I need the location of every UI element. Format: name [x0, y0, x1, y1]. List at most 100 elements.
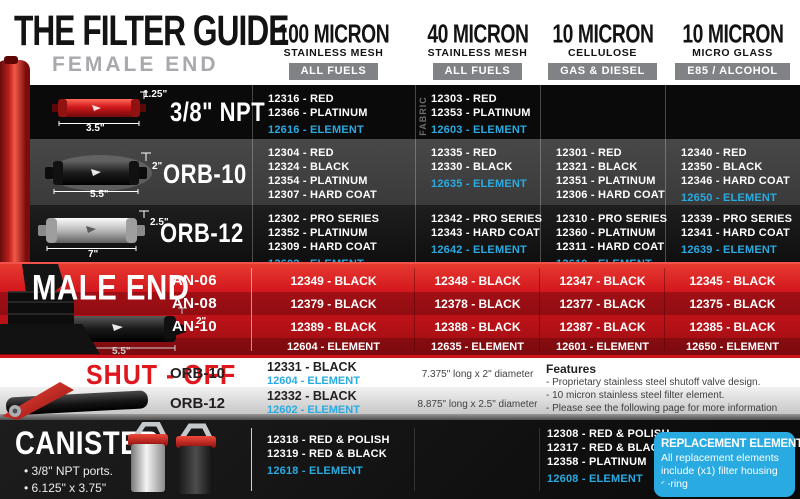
an-size-label: AN-06 [172, 272, 217, 289]
element-part-number: 12639 - ELEMENT [681, 244, 777, 257]
red-filter-photo [0, 56, 30, 262]
fuel-type-badge: ALL FUELS [432, 63, 523, 80]
part-number: 12387 - BLACK [559, 319, 646, 334]
row-orb12: 2.5" 7" ORB-12 12302 - PRO SERIES 12352 -… [0, 205, 800, 272]
part-number: 12317 - RED & BLACK [547, 442, 667, 455]
female-end-label: FEMALE END [52, 53, 219, 76]
part-number: 12330 - BLACK [431, 161, 513, 174]
element-part-number: 12642 - ELEMENT [431, 244, 527, 257]
replacement-elements-title: REPLACEMENT ELEMENTS [661, 438, 800, 450]
inline-filter-chrome-image [38, 210, 149, 251]
male-row: AN-08 12379 - BLACK 12378 - BLACK 12377 - … [0, 292, 800, 315]
shut-off-title: SHUT - OFF [86, 360, 237, 391]
spec-bullet: 3/8" NPT ports. [24, 463, 113, 480]
row-npt: 1.25" 3.5" 3/8" NPT 12316 - RED 12366 - P… [0, 85, 800, 139]
column-subtitle: MICRO GLASS [692, 47, 773, 59]
row-label: ORB-10 [163, 159, 247, 189]
part-number: 12379 - BLACK [290, 296, 377, 311]
male-end-title: MALE END [32, 269, 190, 308]
part-number: 12304 - RED [268, 147, 334, 159]
element-part-number: 12604 - ELEMENT [287, 340, 380, 353]
row-npt-label-area: 1.25" 3.5" 3/8" NPT [0, 85, 265, 139]
column-header: 100 MICRON STAINLESS MESH ALL FUELS [252, 20, 415, 80]
part-number: 12352 - PLATINUM [268, 227, 368, 240]
element-part-number: 12616 - ELEMENT [268, 124, 364, 137]
an-size-label: AN-10 [172, 318, 217, 335]
column-header: 10 MICRON MICRO GLASS E85 / ALCOHOL [665, 20, 800, 80]
part-number: 12303 - RED [431, 93, 497, 105]
row-orb12-label-area: 2.5" 7" ORB-12 [0, 205, 252, 271]
element-part-number: 12635 - ELEMENT [431, 178, 527, 191]
canister-100micron-parts: 12318 - RED & POLISH 12319 - RED & BLACK … [267, 433, 390, 478]
part-number: 12324 - BLACK [268, 161, 350, 174]
part-number: 12302 - PRO SERIES [268, 213, 380, 225]
features-title: Features [546, 362, 597, 376]
part-number: 12388 - BLACK [434, 319, 521, 334]
dimension-height: 2.5" [150, 217, 169, 228]
part-number: 12319 - RED & BLACK [267, 448, 387, 461]
shut-off-orb12-label: ORB-12 [170, 395, 226, 412]
male-row: AN-06 12349 - BLACK 12348 - BLACK 12347 - … [0, 269, 800, 292]
part-number: 12343 - HARD COAT [431, 227, 540, 240]
size-note: 7.375" long x 2" diameter [421, 369, 534, 380]
feature-item: - Please see the following page for more… [546, 403, 778, 415]
column-subtitle: STAINLESS MESH [283, 47, 384, 59]
part-number: 12342 - PRO SERIES [431, 213, 543, 225]
size-note: 8.875" long x 2.5" diameter [417, 399, 538, 410]
column-subtitle: CELLULOSE [568, 47, 637, 59]
replacement-elements-text: All replacement elements include (x1) fi… [661, 452, 779, 490]
part-number: 12350 - BLACK [681, 161, 763, 174]
part-number: 12375 - BLACK [689, 296, 776, 311]
an-size-label: AN-08 [172, 295, 217, 312]
dimension-width: 5.5" [90, 189, 109, 200]
fabric-note: FABRIC [417, 96, 428, 136]
divider [539, 428, 540, 491]
column-title: 10 MICRON [681, 20, 784, 49]
element-part-number: 12608 - ELEMENT [547, 473, 643, 486]
cell-npt-40micron: FABRIC 12303 - RED 12353 - PLATINUM 12603… [415, 85, 540, 139]
column-header: 40 MICRON STAINLESS MESH ALL FUELS [415, 20, 540, 80]
dimension-height: 2" [196, 316, 207, 327]
fuel-type-badge: GAS & DIESEL [548, 63, 657, 80]
part-number: 12307 - HARD COAT [268, 189, 377, 202]
part-number: 12347 - BLACK [559, 273, 646, 288]
element-part-number: 12650 - ELEMENT [686, 340, 779, 353]
part-number: 12358 - PLATINUM [547, 456, 647, 469]
divider [251, 428, 252, 491]
part-number: 12351 - PLATINUM [556, 175, 656, 188]
element-part-number: 12650 - ELEMENT [681, 192, 777, 205]
part-number: 12316 - RED [268, 93, 334, 105]
part-number: 12310 - PRO SERIES [556, 213, 668, 225]
canister-section: CANISTER 3/8" NPT ports.6.125" x 3.75" [0, 420, 800, 499]
canister-filters-photo [128, 422, 216, 494]
column-title: 40 MICRON [426, 20, 529, 49]
replacement-elements-callout: REPLACEMENT ELEMENTS All replacement ele… [654, 432, 800, 498]
part-number: 12360 - PLATINUM [556, 227, 656, 240]
shut-off-valve-photo [2, 382, 148, 420]
element-part-number: 12618 - ELEMENT [267, 465, 363, 478]
inline-filter-black-image [45, 152, 152, 194]
element-part-number: 12603 - ELEMENT [431, 124, 527, 137]
part-number: 12345 - BLACK [689, 273, 776, 288]
column-header: 10 MICRON CELLULOSE GAS & DIESEL [540, 20, 665, 80]
part-number: 12335 - RED [431, 147, 497, 159]
dimension-width: 3.5" [86, 123, 105, 134]
part-number: 12311 - HARD COAT [556, 241, 665, 254]
dimension-height: 1.25" [143, 89, 168, 100]
part-number: 12339 - PRO SERIES [681, 213, 793, 225]
canister-specs: 3/8" NPT ports.6.125" x 3.75" [24, 463, 113, 498]
divider [414, 428, 415, 491]
row-orb10-label-area: 2" 5.5" ORB-10 [0, 139, 252, 233]
shut-off-orb10-label: ORB-10 [170, 365, 226, 382]
cell-npt-10micron-microglass [665, 85, 800, 139]
part-number: 12346 - HARD COAT [681, 175, 790, 188]
dimension-height: 2" [152, 161, 163, 172]
feature-item: - 10 micron stainless steel filter eleme… [546, 390, 725, 402]
part-number: 12349 - BLACK [290, 273, 377, 288]
feature-item: - Proprietary stainless steel shutoff va… [546, 377, 761, 388]
part-number: 12306 - HARD COAT [556, 189, 665, 202]
column-subtitle: STAINLESS MESH [427, 47, 528, 59]
part-number: 12348 - BLACK [434, 273, 521, 288]
cell-npt-10micron-cellulose [540, 85, 665, 139]
shut-off-orb12-parts: 12332 - BLACK 12602 - ELEMENT [267, 389, 360, 416]
